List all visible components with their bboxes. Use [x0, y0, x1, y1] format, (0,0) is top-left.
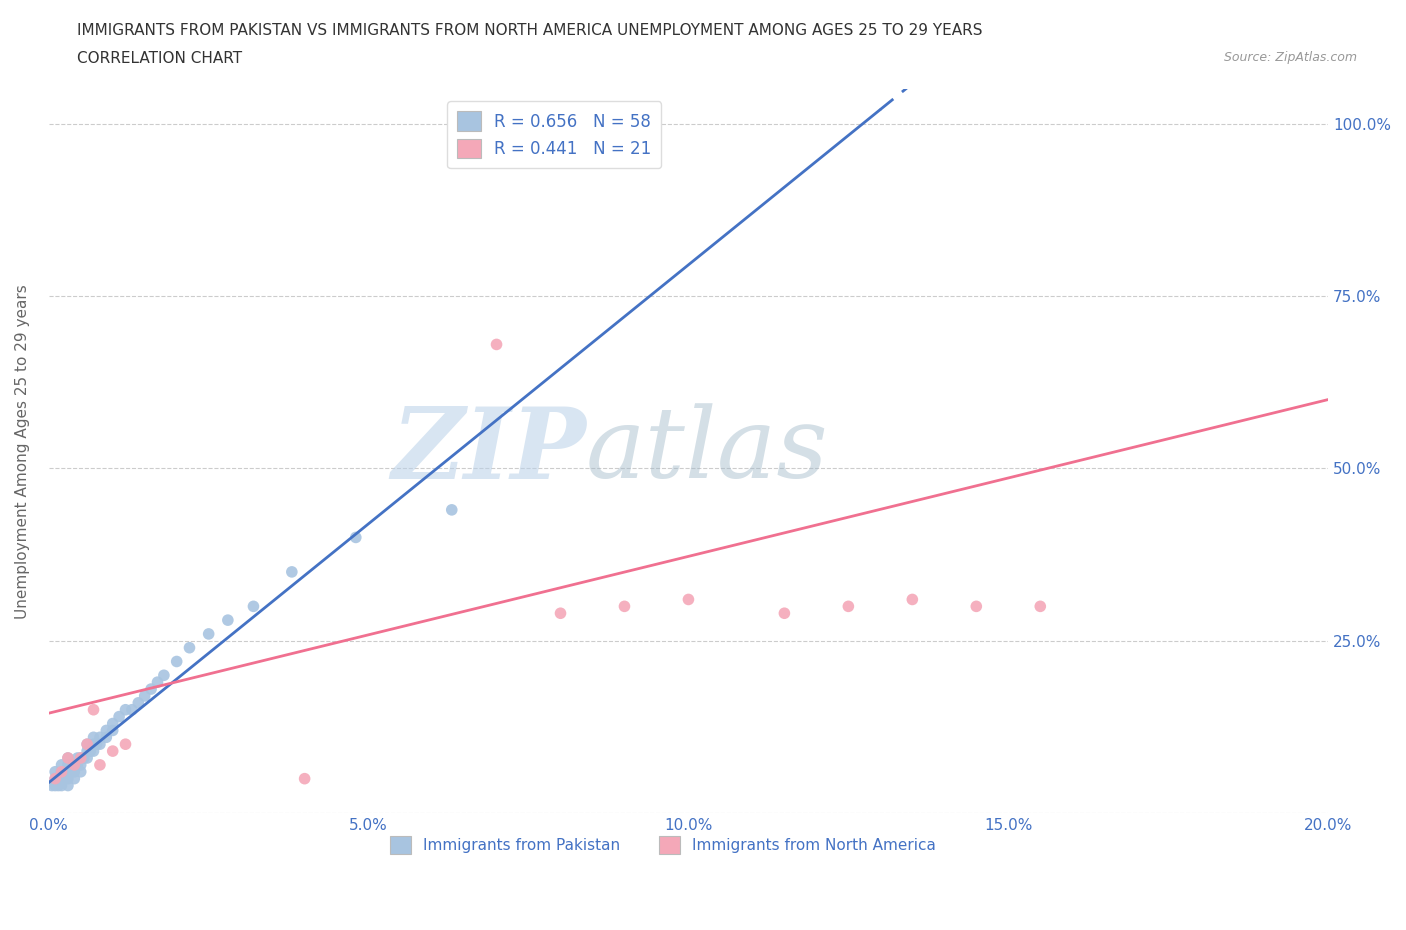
Point	[613, 599, 636, 614]
Point	[79, 744, 101, 759]
Y-axis label: Unemployment Among Ages 25 to 29 years: Unemployment Among Ages 25 to 29 years	[15, 284, 30, 618]
Point	[83, 730, 105, 745]
Point	[678, 592, 700, 607]
Point	[51, 764, 73, 779]
Point	[69, 764, 91, 779]
Point	[440, 502, 463, 517]
Point	[901, 592, 924, 607]
Point	[73, 751, 96, 765]
Point	[217, 613, 239, 628]
Point	[485, 337, 508, 352]
Point	[51, 771, 73, 786]
Point	[197, 627, 219, 642]
Text: CORRELATION CHART: CORRELATION CHART	[77, 51, 242, 66]
Point	[63, 771, 86, 786]
Point	[127, 696, 149, 711]
Point	[294, 771, 316, 786]
Point	[114, 702, 136, 717]
Text: IMMIGRANTS FROM PAKISTAN VS IMMIGRANTS FROM NORTH AMERICA UNEMPLOYMENT AMONG AGE: IMMIGRANTS FROM PAKISTAN VS IMMIGRANTS F…	[77, 23, 983, 38]
Point	[44, 771, 66, 786]
Point	[146, 675, 169, 690]
Point	[56, 771, 79, 786]
Point	[139, 682, 162, 697]
Text: atlas: atlas	[586, 404, 830, 498]
Point	[89, 737, 111, 751]
Point	[166, 654, 188, 669]
Point	[69, 751, 91, 765]
Point	[56, 751, 79, 765]
Point	[46, 778, 69, 793]
Point	[66, 757, 89, 772]
Point	[281, 565, 304, 579]
Point	[46, 771, 69, 786]
Point	[101, 723, 124, 737]
Point	[44, 771, 66, 786]
Point	[66, 751, 89, 765]
Point	[44, 764, 66, 779]
Point	[51, 757, 73, 772]
Point	[76, 751, 98, 765]
Point	[76, 737, 98, 751]
Point	[773, 605, 796, 620]
Point	[76, 744, 98, 759]
Point	[86, 737, 108, 751]
Point	[96, 730, 118, 745]
Point	[837, 599, 859, 614]
Point	[96, 723, 118, 737]
Text: Source: ZipAtlas.com: Source: ZipAtlas.com	[1223, 51, 1357, 64]
Point	[1029, 599, 1052, 614]
Point	[121, 702, 143, 717]
Point	[41, 778, 63, 793]
Point	[134, 688, 156, 703]
Point	[69, 751, 91, 765]
Point	[56, 764, 79, 779]
Point	[63, 757, 86, 772]
Point	[63, 757, 86, 772]
Point	[60, 757, 83, 772]
Point	[51, 764, 73, 779]
Point	[89, 757, 111, 772]
Point	[89, 730, 111, 745]
Point	[153, 668, 176, 683]
Point	[101, 716, 124, 731]
Point	[53, 771, 76, 786]
Point	[114, 737, 136, 751]
Point	[60, 764, 83, 779]
Point	[44, 778, 66, 793]
Point	[242, 599, 264, 614]
Point	[83, 737, 105, 751]
Text: ZIP: ZIP	[391, 403, 586, 499]
Point	[550, 605, 572, 620]
Legend: Immigrants from Pakistan, Immigrants from North America: Immigrants from Pakistan, Immigrants fro…	[384, 830, 942, 859]
Point	[83, 702, 105, 717]
Point	[63, 764, 86, 779]
Point	[453, 137, 475, 152]
Point	[179, 640, 201, 655]
Point	[69, 757, 91, 772]
Point	[56, 751, 79, 765]
Point	[76, 737, 98, 751]
Point	[108, 710, 131, 724]
Point	[56, 757, 79, 772]
Point	[344, 530, 367, 545]
Point	[53, 764, 76, 779]
Point	[965, 599, 987, 614]
Point	[83, 744, 105, 759]
Point	[51, 778, 73, 793]
Point	[101, 744, 124, 759]
Point	[56, 778, 79, 793]
